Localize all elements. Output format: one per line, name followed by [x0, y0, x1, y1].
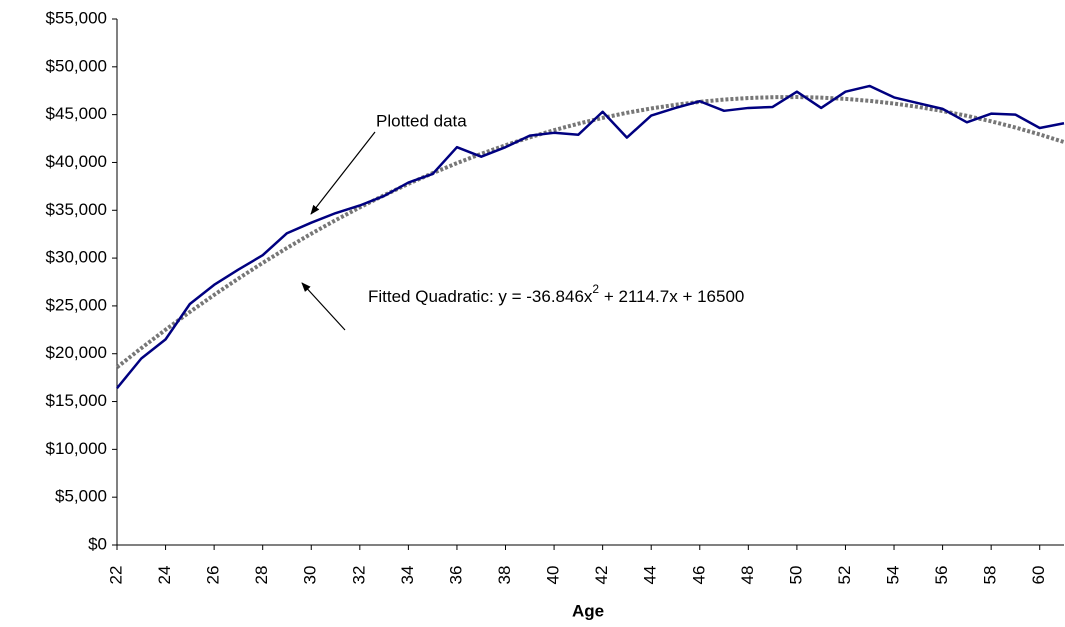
series-line — [115, 95, 1065, 369]
x-tick-label: 48 — [738, 566, 757, 585]
y-tick-label: $0 — [88, 534, 107, 553]
x-tick-label: 42 — [592, 566, 611, 585]
x-tick-label: 24 — [155, 566, 174, 585]
x-tick-label: 28 — [252, 566, 271, 585]
x-tick-label: 52 — [835, 566, 854, 585]
x-tick-label: 58 — [981, 566, 1000, 585]
annotation: Plotted data — [376, 111, 467, 130]
x-tick-label: 54 — [884, 566, 903, 585]
y-tick-label: $40,000 — [46, 152, 107, 171]
x-tick-label: 22 — [106, 566, 125, 585]
x-tick-label: 44 — [641, 566, 660, 585]
x-tick-label: 32 — [349, 566, 368, 585]
y-tick-label: $10,000 — [46, 439, 107, 458]
y-tick-label: $35,000 — [46, 200, 107, 219]
annotation-text: + 2114.7x + 16500 — [599, 287, 744, 306]
y-tick-label: $45,000 — [46, 104, 107, 123]
annotation-arrow — [301, 282, 346, 331]
annotation-text: Fitted Quadratic: y = -36.846x — [368, 287, 593, 306]
annotation-sup: 2 — [592, 282, 599, 296]
y-tick-label: $55,000 — [46, 8, 107, 27]
x-tick-label: 30 — [301, 566, 320, 585]
x-tick-label: 40 — [544, 566, 563, 585]
y-tick-label: $50,000 — [46, 56, 107, 75]
x-tick-label: 50 — [786, 566, 805, 585]
x-tick-label: 34 — [398, 566, 417, 585]
y-tick-label: $15,000 — [46, 391, 107, 410]
x-tick-label: 46 — [689, 566, 708, 585]
x-tick-label: 26 — [204, 566, 223, 585]
x-axis-label: Age — [572, 601, 604, 620]
y-tick-label: $5,000 — [55, 487, 107, 506]
y-tick-label: $25,000 — [46, 295, 107, 314]
x-tick-label: 38 — [495, 566, 514, 585]
x-tick-label: 60 — [1029, 566, 1048, 585]
y-tick-label: $20,000 — [46, 343, 107, 362]
annotation-arrow — [310, 131, 376, 215]
annotation: Fitted Quadratic: y = -36.846x2 + 2114.7… — [368, 282, 744, 306]
x-tick-label: 56 — [932, 566, 951, 585]
x-tick-label: 36 — [446, 566, 465, 585]
series-line — [116, 84, 1065, 389]
y-tick-label: $30,000 — [46, 248, 107, 267]
